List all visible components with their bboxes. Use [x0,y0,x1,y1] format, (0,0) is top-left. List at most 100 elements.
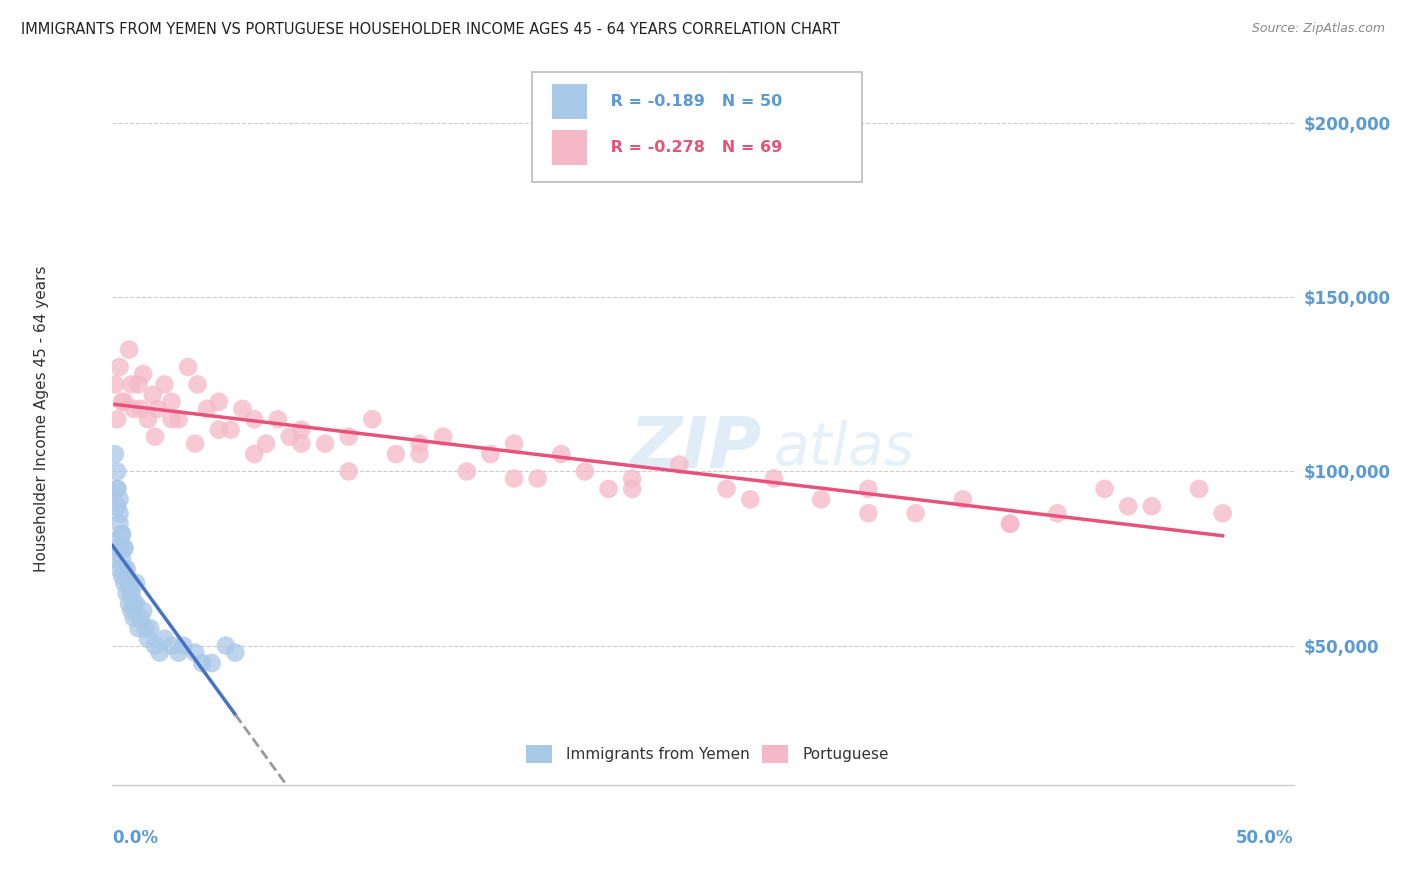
Point [129,611,152,625]
Point [139,621,162,635]
Point [108,506,131,520]
Point [111,569,134,583]
Point [136,412,159,426]
Point [108,359,131,374]
Point [129,401,152,416]
Point [278,430,301,444]
Text: R = -0.278   N = 69: R = -0.278 N = 69 [605,140,782,154]
Point [385,447,408,461]
Point [167,412,190,426]
Point [224,646,246,660]
Text: atlas: atlas [773,420,915,477]
Point [1140,500,1163,514]
Point [503,436,526,450]
Point [108,492,131,507]
Point [125,576,148,591]
Point [314,436,336,450]
Point [105,465,128,479]
Point [104,377,127,392]
Point [208,394,231,409]
Bar [762,745,787,764]
Point [1188,482,1211,496]
Point [186,377,208,392]
Point [810,492,832,507]
Point [105,412,128,426]
Point [104,447,127,461]
Point [105,482,128,496]
Point [1094,482,1116,496]
Point [208,423,231,437]
Point [231,401,253,416]
Text: ZIP: ZIP [630,414,762,483]
Point [290,436,312,450]
Point [108,541,131,555]
Point [104,534,127,549]
Point [115,562,138,576]
Point [115,586,138,600]
Point [598,482,620,496]
Point [112,394,135,409]
Point [361,412,384,426]
Point [172,639,194,653]
Point [105,482,128,496]
Point [243,447,266,461]
Text: 0.0%: 0.0% [112,829,159,847]
Point [408,447,430,461]
Point [740,492,762,507]
Point [104,551,127,566]
Point [136,632,159,646]
Point [201,656,224,670]
Point [858,506,880,520]
Bar [551,129,588,165]
Point [160,639,183,653]
Bar [526,745,551,764]
Point [118,576,141,591]
Point [143,430,166,444]
Point [337,465,360,479]
Point [408,436,430,450]
Text: Immigrants from Yemen: Immigrants from Yemen [567,747,749,762]
Point [219,423,242,437]
Text: IMMIGRANTS FROM YEMEN VS PORTUGUESE HOUSEHOLDER INCOME AGES 45 - 64 YEARS CORREL: IMMIGRANTS FROM YEMEN VS PORTUGUESE HOUS… [21,22,839,37]
Point [290,423,312,437]
Point [132,367,155,381]
Point [143,639,166,653]
Point [526,471,548,485]
Point [108,516,131,531]
Point [142,388,165,402]
Point [120,604,142,618]
Point [195,401,218,416]
Point [456,465,478,479]
Point [112,541,135,555]
Point [998,516,1021,531]
Point [120,586,142,600]
Point [111,551,134,566]
Text: 50.0%: 50.0% [1236,829,1294,847]
Point [146,401,169,416]
Point [112,562,135,576]
Point [127,377,149,392]
Point [153,377,176,392]
Text: Householder Income Ages 45 - 64 years: Householder Income Ages 45 - 64 years [34,266,49,573]
Point [122,597,145,611]
Point [118,343,141,357]
Point [118,576,141,591]
FancyBboxPatch shape [531,72,862,182]
Point [337,430,360,444]
Point [127,621,149,635]
Point [998,516,1021,531]
Point [243,412,266,426]
Point [267,412,290,426]
Point [1046,506,1069,520]
Point [112,576,135,591]
Point [118,597,141,611]
Point [550,447,572,461]
Point [762,471,785,485]
Point [108,562,131,576]
Point [125,597,148,611]
Text: R = -0.189   N = 50: R = -0.189 N = 50 [605,94,782,109]
Point [122,611,145,625]
Point [858,482,880,496]
Point [904,506,927,520]
Point [160,394,183,409]
